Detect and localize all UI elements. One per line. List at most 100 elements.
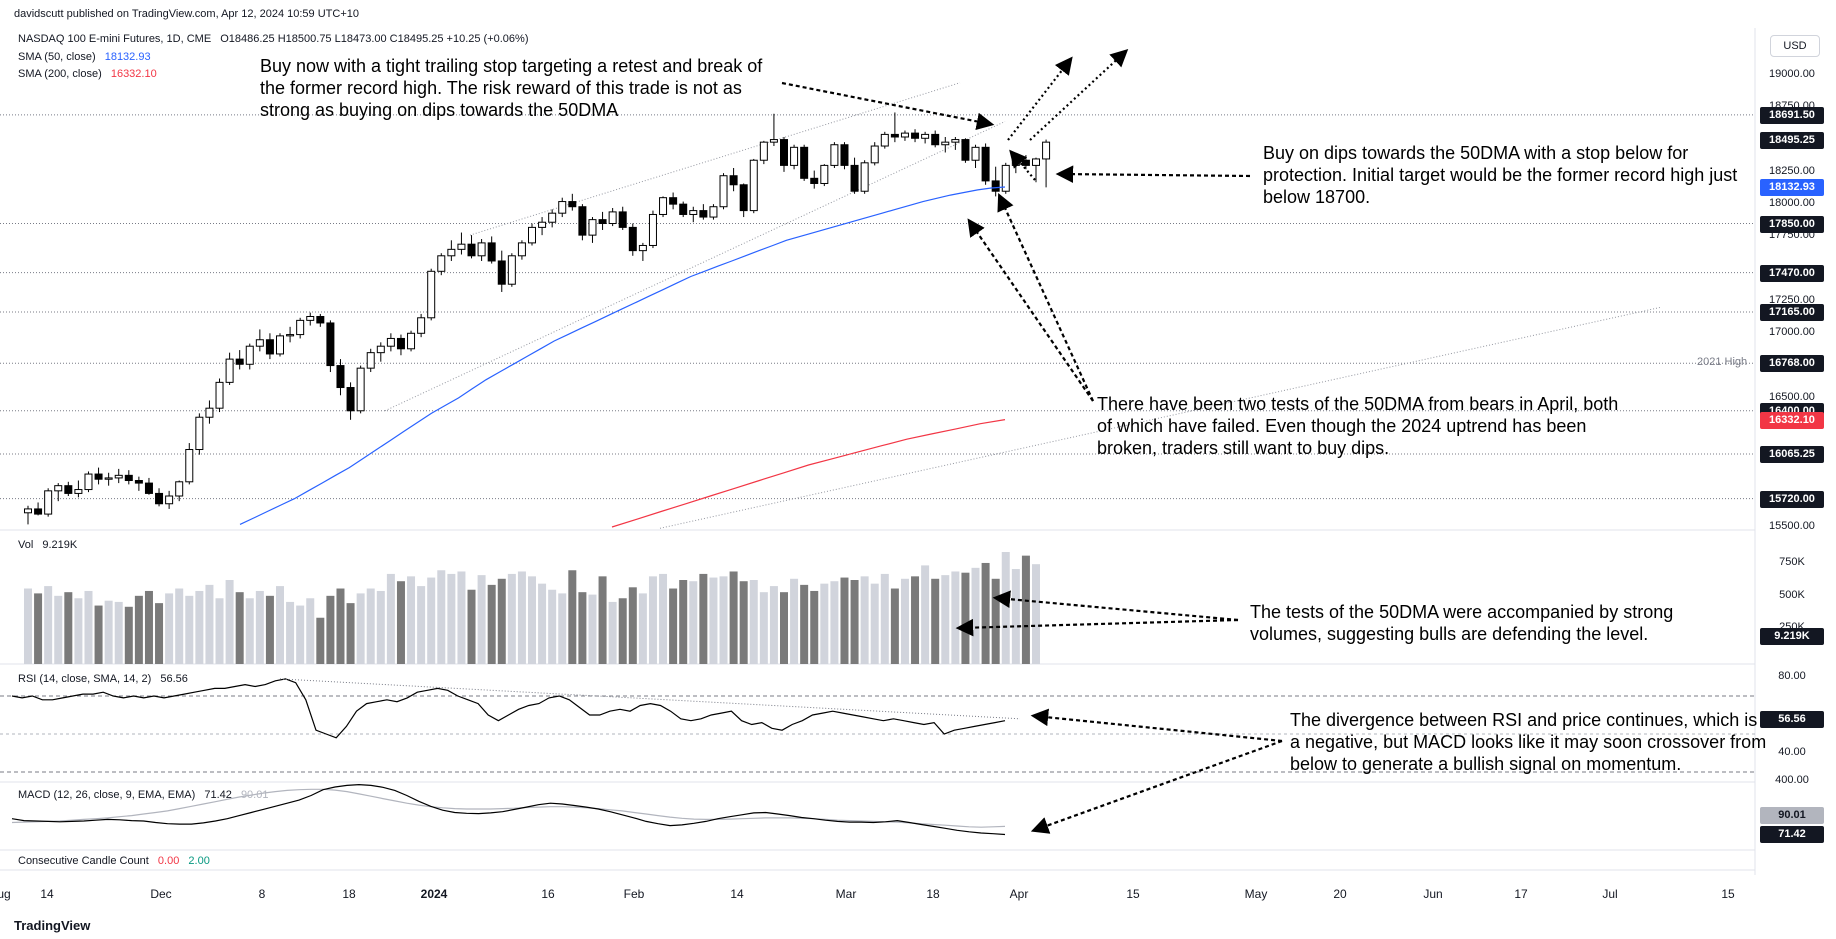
volume-bar: [1021, 555, 1030, 664]
macd-legend: MACD (12, 26, close, 9, EMA, EMA) 71.42 …: [18, 789, 268, 801]
price-label-last: 18495.25: [1760, 132, 1824, 150]
candle-body: [568, 201, 577, 208]
currency-button[interactable]: USD: [1770, 35, 1820, 57]
x-tick: 2024: [420, 887, 448, 901]
candle-body: [326, 322, 335, 367]
volume-bar: [396, 581, 405, 664]
x-tick: 15: [1126, 887, 1140, 901]
candle-body: [709, 206, 718, 218]
volume-bar: [356, 593, 365, 664]
ccc-value-2: 2.00: [188, 855, 210, 867]
volume-bar: [276, 586, 284, 664]
volume-bar: [568, 570, 577, 664]
volume-bar: [336, 588, 345, 664]
tradingview-logo[interactable]: TradingView: [14, 918, 90, 933]
rsi-last-label: 56.56: [1760, 711, 1824, 728]
candle-body: [1001, 164, 1010, 192]
candle-body: [507, 255, 516, 285]
candle-body: [780, 139, 788, 166]
x-tick: Aug: [0, 887, 11, 901]
volume-bar: [517, 571, 526, 664]
macd-signal-last-label: 90.01: [1760, 807, 1824, 824]
candle-body: [477, 242, 486, 257]
volume-bar: [245, 598, 254, 664]
instrument-legend: NASDAQ 100 E-mini Futures, 1D, CME O1848…: [18, 33, 529, 45]
price-label-level: 16065.25: [1760, 446, 1824, 463]
sma200-value: 16332.10: [110, 68, 157, 80]
x-tick: Apr: [1009, 887, 1029, 901]
candle-body: [840, 144, 849, 166]
y-tick: 18000.00: [1769, 197, 1815, 210]
candle-body: [961, 139, 970, 161]
candle-body: [54, 485, 63, 492]
candle-body: [890, 133, 899, 138]
volume-bar: [598, 576, 607, 664]
candle-body: [517, 242, 526, 257]
candle-body: [628, 226, 637, 252]
volume-bar: [306, 598, 315, 664]
macd-value: 71.42: [204, 789, 232, 801]
candle-body: [185, 449, 194, 483]
candle-body: [558, 201, 567, 214]
ccc-label: Consecutive Candle Count: [18, 855, 149, 867]
x-tick: 18: [342, 887, 356, 901]
x-tick: 14: [40, 887, 54, 901]
volume-bar: [648, 576, 657, 664]
candle-body: [84, 473, 93, 491]
volume-bar: [114, 601, 123, 664]
volume-bar: [326, 595, 335, 664]
y-tick: 16500.00: [1769, 390, 1815, 403]
volume-bar: [880, 573, 889, 664]
volume-bar: [417, 586, 426, 664]
volume-bar: [900, 578, 909, 664]
volume-bar: [870, 583, 879, 664]
volume-bar: [830, 581, 839, 664]
candle-body: [538, 221, 547, 228]
annotation-arrow: [955, 618, 1239, 637]
x-tick: Feb: [623, 887, 645, 901]
annotation-buy-dips: Buy on dips towards the 50DMA with a sto…: [1263, 143, 1738, 207]
candle-body: [467, 243, 476, 257]
volume-bar: [215, 598, 224, 664]
annotation-arrow: [967, 218, 1094, 402]
macd-line: [11, 783, 1006, 836]
volume-bar: [759, 592, 768, 664]
candle-body: [336, 365, 345, 389]
candle-body: [1032, 158, 1040, 166]
volume-bar: [346, 603, 355, 664]
candle-body: [346, 387, 355, 412]
volume-bar: [386, 573, 395, 664]
candle-body: [991, 180, 1000, 192]
candle-body: [175, 481, 184, 497]
y-tick: 18250.00: [1769, 164, 1815, 177]
candle-body: [880, 133, 889, 147]
x-tick: 16: [541, 887, 555, 901]
volume-bar: [497, 578, 506, 664]
volume-bar: [74, 598, 83, 664]
volume-bar: [719, 576, 728, 664]
candle-body: [165, 495, 174, 505]
candle-body: [497, 260, 506, 285]
volume-bar: [618, 598, 627, 664]
candle-body: [437, 255, 446, 272]
price-label-level: 15720.00: [1760, 490, 1824, 508]
volume-bar: [548, 589, 557, 664]
instrument-name: NASDAQ 100 E-mini Futures, 1D, CME: [18, 33, 212, 45]
candle-body: [235, 358, 244, 365]
annotation-arrow: [1009, 149, 1036, 181]
volume-bar: [538, 583, 547, 664]
volume-bar: [810, 590, 819, 664]
y-tick: 19000.00: [1769, 68, 1815, 80]
candle-body: [578, 206, 587, 236]
volume-bar: [144, 590, 153, 664]
x-tick: Jun: [1423, 887, 1443, 901]
volume-bar: [669, 588, 678, 664]
volume-bar: [225, 580, 234, 664]
volume-bar: [689, 581, 698, 664]
volume-bar: [941, 575, 950, 664]
candle-body: [427, 270, 436, 319]
macd-signal-line: [11, 788, 1006, 828]
candle-body: [638, 244, 647, 252]
volume-bar: [265, 595, 274, 664]
